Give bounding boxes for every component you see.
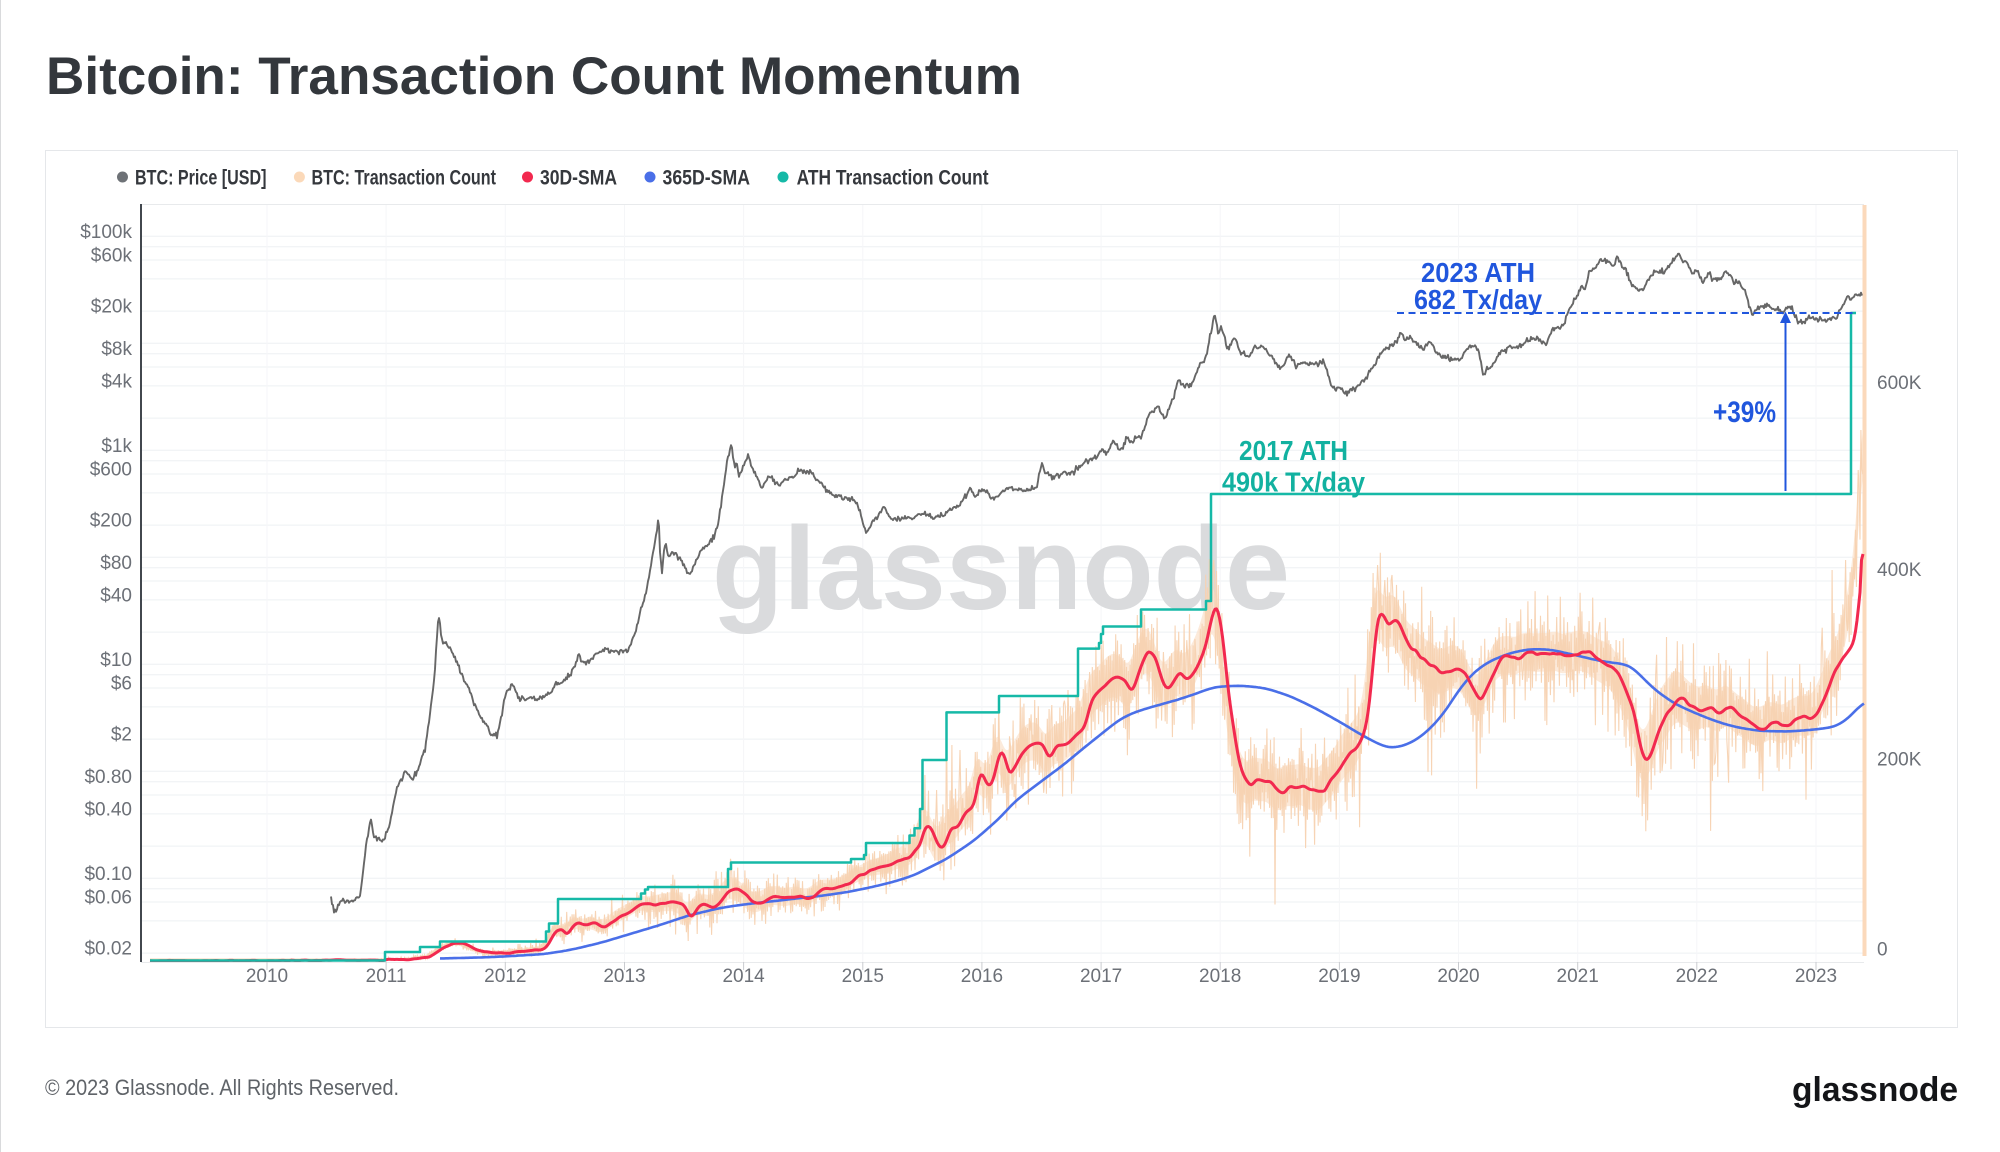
svg-text:600K: 600K [1877,373,1922,394]
svg-text:BTC: Price [USD]: BTC: Price [USD] [135,167,267,190]
svg-text:30D-SMA: 30D-SMA [540,167,617,190]
svg-text:$80: $80 [100,553,132,574]
svg-text:2011: 2011 [366,966,407,987]
svg-text:2012: 2012 [484,966,526,987]
svg-text:$40: $40 [100,585,132,606]
svg-text:$100k: $100k [80,222,132,243]
svg-text:490k Tx/day: 490k Tx/day [1222,467,1365,498]
svg-text:2023: 2023 [1795,966,1837,987]
svg-text:2014: 2014 [722,966,765,987]
svg-text:BTC: Transaction Count: BTC: Transaction Count [312,167,497,190]
svg-text:$200: $200 [90,511,132,532]
svg-text:glassnode: glassnode [712,503,1290,635]
svg-text:2018: 2018 [1199,966,1241,987]
svg-text:$20k: $20k [91,297,133,318]
svg-text:365D-SMA: 365D-SMA [663,167,751,190]
svg-text:2019: 2019 [1318,966,1360,987]
svg-text:2021: 2021 [1557,966,1599,987]
svg-text:$2: $2 [111,725,132,746]
svg-text:$4k: $4k [101,371,132,392]
svg-text:2013: 2013 [603,966,645,987]
svg-text:682 Tx/day: 682 Tx/day [1414,284,1542,315]
svg-text:$10: $10 [100,650,132,671]
svg-text:400K: 400K [1877,560,1922,581]
svg-text:2010: 2010 [246,966,288,987]
svg-text:2017 ATH: 2017 ATH [1239,435,1348,466]
svg-text:$0.10: $0.10 [84,864,132,885]
svg-text:0: 0 [1877,940,1888,961]
svg-text:2017: 2017 [1080,966,1122,987]
svg-text:$0.06: $0.06 [84,888,132,909]
svg-text:$6: $6 [111,674,132,695]
svg-text:2023 ATH: 2023 ATH [1421,257,1535,288]
svg-text:+39%: +39% [1713,396,1776,429]
svg-text:Bitcoin: Transaction Count Mom: Bitcoin: Transaction Count Momentum [46,47,1022,106]
svg-text:$0.80: $0.80 [84,767,132,788]
svg-text:2015: 2015 [842,966,884,987]
svg-text:ATH Transaction Count: ATH Transaction Count [797,167,989,190]
svg-text:2016: 2016 [961,966,1003,987]
svg-text:$1k: $1k [101,436,132,457]
svg-text:$60k: $60k [91,246,133,267]
svg-text:glassnode: glassnode [1792,1071,1958,1109]
svg-text:$0.02: $0.02 [84,939,132,960]
svg-text:2022: 2022 [1676,966,1718,987]
svg-text:2020: 2020 [1437,966,1479,987]
svg-text:© 2023 Glassnode. All Rights R: © 2023 Glassnode. All Rights Reserved. [45,1075,399,1100]
svg-text:$600: $600 [90,460,132,481]
svg-text:$8k: $8k [101,339,132,360]
svg-text:200K: 200K [1877,750,1922,771]
svg-text:$0.40: $0.40 [84,799,132,820]
